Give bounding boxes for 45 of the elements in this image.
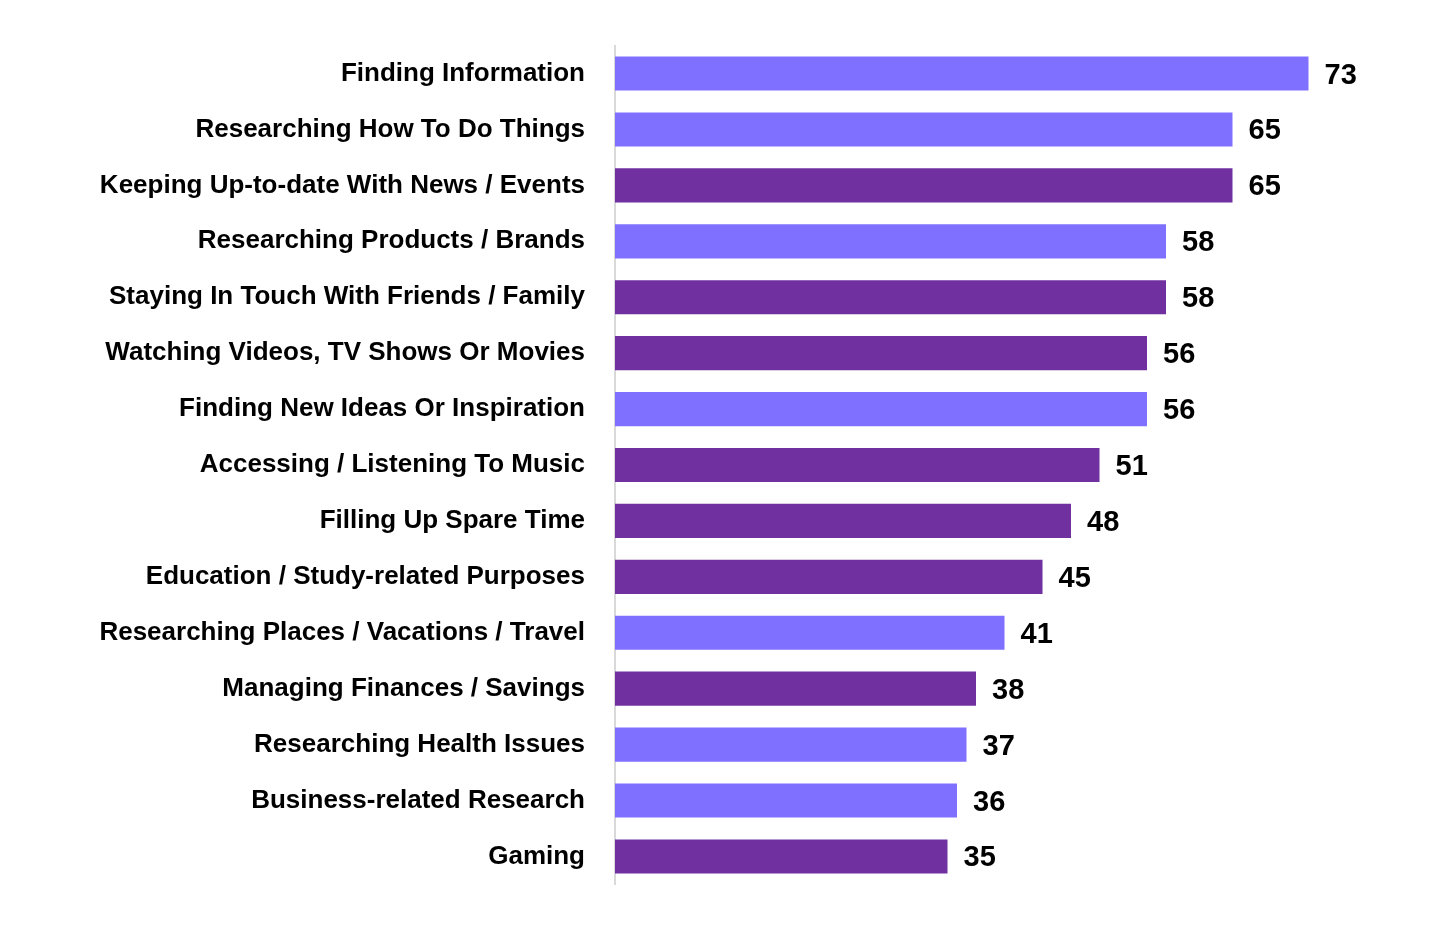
bar (615, 168, 1233, 203)
y-tick-label: Staying In Touch With Friends / Family (109, 280, 586, 311)
y-tick-label: Watching Videos, TV Shows Or Movies (105, 336, 585, 367)
data-label: 48 (1087, 504, 1120, 537)
data-label: 58 (1182, 225, 1215, 258)
y-tick-label: Business-related Research (251, 783, 585, 814)
bar (615, 447, 1100, 483)
data-label: 35 (963, 840, 996, 873)
bar (615, 56, 1309, 91)
y-tick-label: Researching Health Issues (254, 727, 585, 758)
data-label: 56 (1163, 393, 1196, 426)
data-label: 73 (1324, 57, 1357, 90)
bar (615, 280, 1166, 315)
y-tick-label: Managing Finances / Savings (222, 671, 585, 702)
y-tick-label: Education / Study-related Purposes (145, 560, 585, 591)
bar (615, 224, 1166, 259)
y-tick-label: Researching Products / Brands (197, 224, 585, 255)
data-label: 38 (992, 672, 1025, 705)
data-label: 36 (973, 784, 1006, 817)
bar (615, 112, 1233, 147)
data-label: 51 (1115, 449, 1148, 481)
data-label: 37 (982, 728, 1015, 761)
data-label: 65 (1248, 113, 1281, 146)
y-tick-label: Finding Information (340, 56, 585, 87)
y-tick-label: Finding New Ideas Or Inspiration (179, 392, 585, 423)
bar (615, 503, 1071, 538)
data-label: 41 (1020, 616, 1053, 649)
y-tick-label: Filling Up Spare Time (319, 504, 585, 535)
data-label: 56 (1163, 337, 1196, 370)
y-tick-label: Keeping Up-to-date With News / Events (99, 168, 585, 199)
y-tick-label: Accessing / Listening To Music (199, 448, 585, 479)
bar (615, 671, 976, 706)
bar (615, 559, 1043, 594)
data-label: 65 (1248, 169, 1281, 202)
data-label: 45 (1058, 560, 1091, 593)
bar (615, 615, 1005, 650)
bar (615, 839, 948, 874)
y-tick-label: Researching Places / Vacations / Travel (99, 615, 585, 646)
bar (615, 392, 1147, 427)
y-tick-label: Gaming (488, 839, 585, 870)
bar (615, 783, 957, 818)
bar (615, 727, 967, 762)
bar (615, 336, 1147, 371)
y-tick-label: Researching How To Do Things (195, 112, 585, 143)
data-label: 58 (1182, 281, 1215, 314)
